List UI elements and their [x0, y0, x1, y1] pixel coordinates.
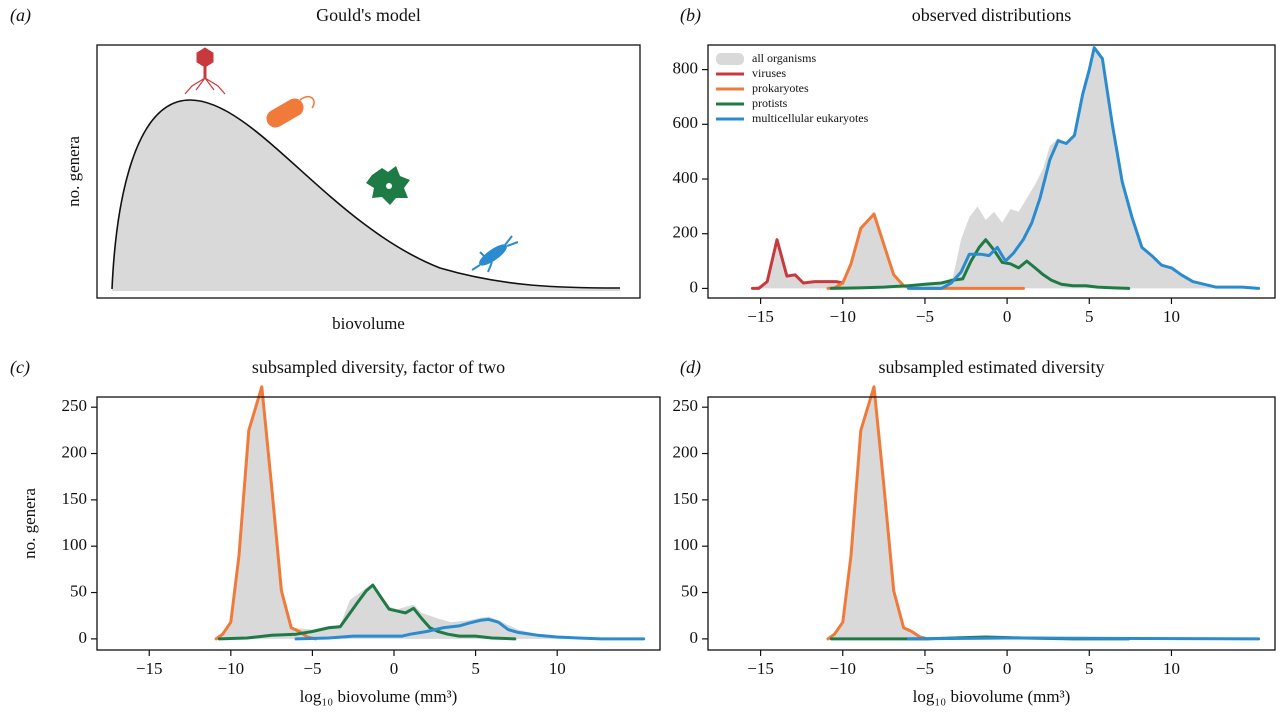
y-tick-label: 200 — [673, 223, 699, 242]
plot-area — [214, 385, 646, 641]
y-axis-label: no. genera — [64, 136, 83, 207]
x-tick-label: 10 — [1163, 659, 1180, 678]
panel-title: observed distributions — [912, 5, 1072, 25]
y-tick-label: 100 — [673, 535, 699, 554]
legend-label: prokaryotes — [752, 81, 809, 95]
virus-icon — [184, 47, 226, 95]
x-tick-label: −5 — [916, 659, 934, 678]
y-tick-label: 200 — [673, 442, 699, 461]
x-tick-label: 0 — [1003, 659, 1012, 678]
x-tick-label: 10 — [549, 659, 566, 678]
panel-title: subsampled estimated diversity — [879, 357, 1105, 377]
area-series — [216, 386, 644, 639]
area-series — [752, 47, 1259, 289]
line-series — [907, 46, 1261, 290]
panel-label: (d) — [680, 357, 701, 378]
x-tick-label: 0 — [390, 659, 399, 678]
x-tick-label: −5 — [303, 659, 321, 678]
curve-fill — [112, 100, 620, 291]
line-series — [826, 212, 1025, 290]
legend-swatch — [716, 53, 744, 65]
y-tick-label: 250 — [673, 396, 699, 415]
y-tick-label: 200 — [62, 442, 88, 461]
x-tick-label: 5 — [471, 659, 480, 678]
legend-label: multicellular eukaryotes — [752, 111, 869, 125]
x-tick-label: −15 — [747, 659, 774, 678]
gould-illustration — [96, 44, 641, 299]
y-tick-label: 0 — [79, 628, 88, 647]
line-series — [217, 583, 517, 641]
y-tick-label: 100 — [62, 535, 88, 554]
y-tick-label: 150 — [62, 489, 88, 508]
x-tick-label: 5 — [1085, 659, 1094, 678]
protist-icon — [366, 166, 410, 205]
y-tick-label: 800 — [673, 59, 699, 78]
line-series — [826, 385, 930, 641]
panel-frame — [96, 44, 641, 299]
lobster-icon — [471, 235, 519, 273]
y-tick-label: 600 — [673, 113, 699, 132]
line-series — [829, 238, 1131, 290]
legend-label: protists — [752, 96, 788, 110]
curve — [111, 99, 621, 290]
x-tick-label: 0 — [1003, 307, 1012, 326]
panel-frame — [707, 396, 1276, 651]
x-tick-label: −10 — [829, 307, 856, 326]
x-axis-label: log₁₀ biovolume (mm³) — [300, 687, 458, 706]
y-tick-label: 0 — [690, 277, 699, 296]
y-tick-label: 250 — [62, 396, 88, 415]
panel-frame — [96, 396, 661, 651]
plot-area — [826, 385, 1261, 641]
x-tick-label: −15 — [136, 659, 163, 678]
x-tick-label: 10 — [1163, 307, 1180, 326]
panel-label: (a) — [10, 5, 31, 26]
plot-area — [750, 46, 1261, 290]
y-tick-label: 0 — [690, 628, 699, 647]
legend-label: all organisms — [752, 51, 816, 65]
x-tick-label: −10 — [829, 659, 856, 678]
x-axis-label: biovolume — [332, 314, 405, 333]
line-series — [294, 617, 646, 641]
x-tick-label: −15 — [747, 307, 774, 326]
line-series — [750, 238, 845, 290]
y-tick-label: 400 — [673, 168, 699, 187]
panel-frame — [707, 44, 1276, 299]
panel-label: (c) — [10, 357, 30, 378]
bacterium-icon — [266, 96, 315, 128]
y-tick-label: 50 — [681, 581, 698, 600]
x-tick-label: −10 — [218, 659, 245, 678]
panel-title: subsampled diversity, factor of two — [252, 357, 505, 377]
area-series — [828, 386, 1259, 639]
legend-label: viruses — [752, 66, 786, 80]
y-axis-label: no. genera — [20, 488, 39, 559]
y-tick-label: 150 — [673, 489, 699, 508]
x-tick-label: −5 — [916, 307, 934, 326]
panel-title: Gould's model — [316, 5, 421, 25]
panel-label: (b) — [680, 5, 701, 26]
y-tick-label: 50 — [70, 581, 87, 600]
x-axis-label: log₁₀ biovolume (mm³) — [913, 687, 1071, 706]
line-series — [907, 636, 1261, 641]
x-tick-label: 5 — [1085, 307, 1094, 326]
